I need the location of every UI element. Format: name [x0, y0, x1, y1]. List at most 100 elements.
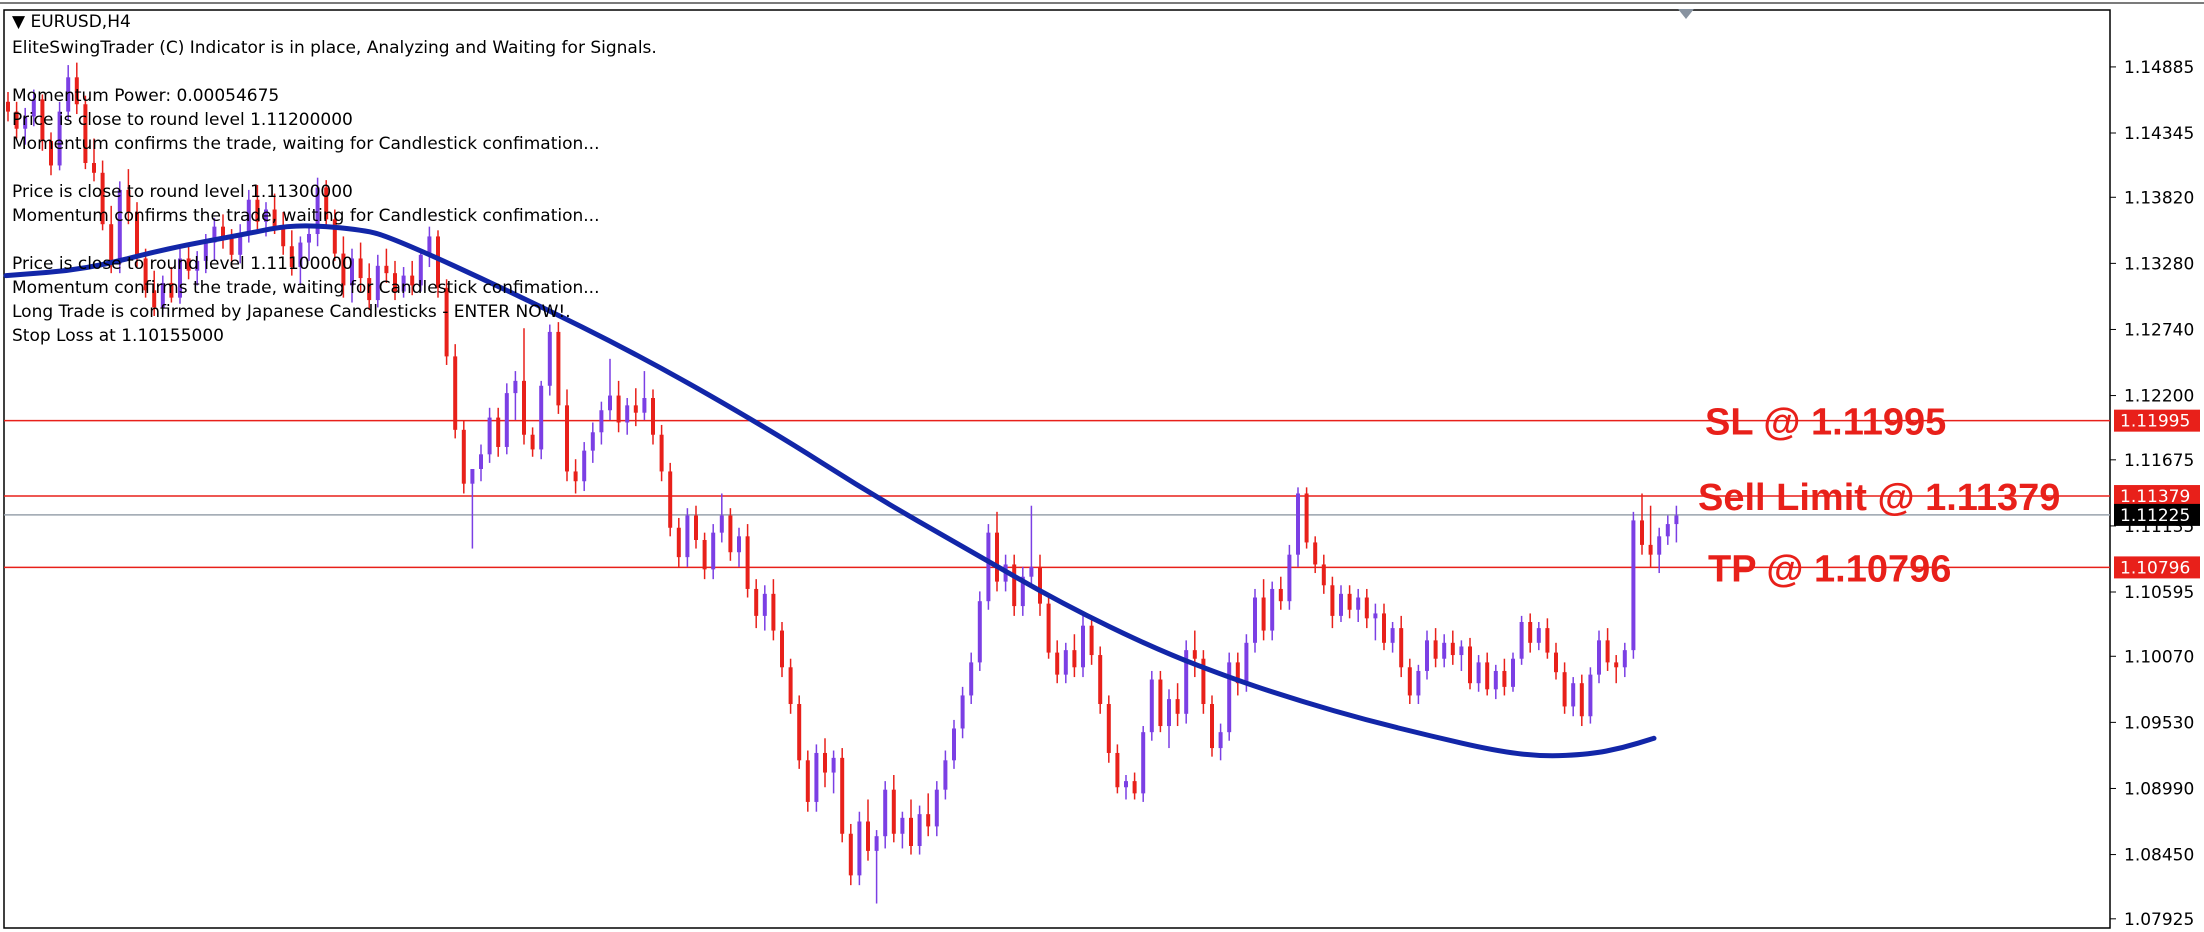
- candle-body: [1261, 597, 1266, 631]
- candle: [117, 181, 122, 274]
- candle: [1562, 662, 1567, 714]
- candle: [1270, 581, 1275, 641]
- candle: [66, 65, 71, 121]
- candle: [160, 275, 165, 315]
- candle-body: [212, 226, 217, 243]
- candle: [1622, 642, 1627, 678]
- candle-body: [109, 224, 114, 264]
- candle: [960, 686, 965, 739]
- candle: [1227, 652, 1232, 741]
- candle: [1579, 674, 1584, 727]
- candle-body: [40, 99, 45, 141]
- candle: [1296, 487, 1300, 567]
- candle-body: [1192, 650, 1197, 659]
- candle-body: [1605, 640, 1610, 663]
- candle: [1218, 723, 1223, 761]
- candle: [986, 524, 991, 610]
- candle-body: [367, 278, 372, 301]
- candle: [1536, 622, 1541, 651]
- candle: [1614, 655, 1619, 684]
- candle-body: [857, 821, 862, 876]
- candle-body: [1545, 628, 1550, 653]
- candle: [857, 811, 862, 886]
- candle: [522, 328, 526, 445]
- candle-body: [556, 331, 561, 406]
- candle-body: [866, 821, 870, 851]
- candle: [547, 324, 552, 396]
- candle: [1433, 628, 1438, 668]
- candle: [573, 459, 578, 494]
- candle-body: [1089, 625, 1094, 656]
- candle-body: [659, 434, 664, 472]
- candle: [831, 750, 836, 794]
- moving-average-line: [3, 223, 1657, 759]
- candle-body: [264, 209, 268, 222]
- collapse-triangle-icon[interactable]: ▼: [12, 12, 26, 32]
- candle: [504, 383, 509, 455]
- candle-body: [694, 515, 698, 540]
- candle: [590, 422, 595, 463]
- candle-body: [788, 667, 793, 705]
- candle-body: [1528, 622, 1533, 643]
- candle-body: [1665, 524, 1670, 537]
- candle: [711, 524, 716, 580]
- candle-body: [565, 405, 569, 472]
- current-price-tag-bg: [2114, 503, 2200, 526]
- candle-body: [117, 189, 122, 264]
- candle-body: [221, 226, 225, 237]
- candle: [74, 62, 79, 115]
- candle: [900, 811, 905, 849]
- chart-shift-marker-icon[interactable]: [1678, 9, 1694, 19]
- candle-body: [461, 429, 466, 484]
- candle: [315, 177, 320, 247]
- candle-body: [823, 752, 827, 773]
- candle-body: [711, 532, 716, 570]
- candle-body: [332, 219, 337, 254]
- candle-body: [1210, 704, 1214, 749]
- candle: [1665, 515, 1670, 545]
- candle: [659, 424, 664, 482]
- candle: [186, 242, 191, 280]
- candle-body: [590, 432, 595, 451]
- candle: [341, 236, 346, 298]
- candle-body: [1425, 640, 1429, 671]
- candle-body: [1433, 640, 1438, 659]
- candle-body: [31, 99, 36, 117]
- current-price-tag: 1.11225: [2120, 506, 2190, 526]
- candle: [805, 750, 810, 812]
- candle: [977, 591, 982, 671]
- candle: [1313, 536, 1318, 574]
- candle-body: [1519, 622, 1524, 659]
- candle-body: [1020, 576, 1025, 607]
- candle-body: [977, 601, 982, 663]
- candle: [1476, 655, 1481, 692]
- candle: [866, 799, 870, 861]
- candle-body: [771, 593, 776, 631]
- candle-body: [410, 275, 415, 286]
- candle-body: [126, 189, 131, 212]
- candle: [1192, 630, 1197, 678]
- candle-body: [418, 254, 423, 286]
- candle-body: [651, 398, 655, 435]
- candle-body: [1579, 683, 1584, 717]
- candle-body: [100, 172, 105, 225]
- candle-body: [470, 469, 475, 484]
- candle-body: [676, 527, 681, 558]
- candle-body: [1674, 515, 1679, 525]
- y-tick-label: 1.08990: [2124, 779, 2194, 799]
- candle: [126, 169, 131, 225]
- candle-body: [780, 630, 784, 668]
- candle: [1571, 677, 1576, 717]
- candle: [238, 224, 243, 264]
- candle-body: [814, 752, 819, 802]
- candle-body: [143, 258, 148, 291]
- candle-body: [1321, 564, 1326, 586]
- candle-body: [6, 101, 10, 112]
- candle-body: [1554, 652, 1558, 673]
- candle: [608, 358, 612, 421]
- y-tick-label: 1.13280: [2124, 254, 2194, 274]
- candle: [797, 695, 802, 769]
- candle-body: [135, 211, 139, 259]
